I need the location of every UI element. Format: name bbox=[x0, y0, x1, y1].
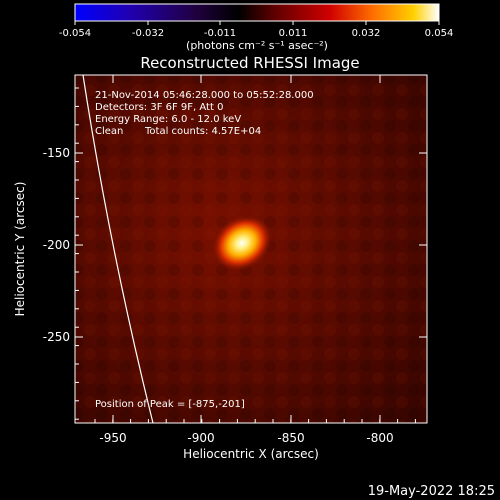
axis-ticks: -950 -900 -850 -800 -150 -200 -250 bbox=[43, 75, 427, 445]
y-tick-label: -200 bbox=[43, 238, 70, 252]
x-axis-label: Heliocentric X (arcsec) bbox=[183, 447, 319, 461]
colorbar-tick-label: 0.032 bbox=[352, 28, 381, 39]
flare-source bbox=[211, 214, 273, 272]
colorbar-ticks: -0.054 -0.032 -0.011 0.011 0.032 0.054 bbox=[59, 21, 453, 39]
colorbar-tick-label: -0.032 bbox=[132, 28, 164, 39]
colorbar: -0.054 -0.032 -0.011 0.011 0.032 0.054 (photo… bbox=[59, 3, 453, 52]
x-tick-label: -850 bbox=[277, 431, 304, 445]
plot-title: Reconstructed RHESSI Image bbox=[140, 54, 359, 72]
footer-date: 19-May-2022 18:25 bbox=[368, 484, 495, 499]
x-tick-label: -800 bbox=[366, 431, 393, 445]
info-detectors: Detectors: 3F 6F 9F, Att 0 bbox=[95, 102, 223, 113]
x-tick-label: -950 bbox=[99, 431, 126, 445]
colorbar-tick-label: 0.011 bbox=[279, 28, 308, 39]
colorbar-unit-label: (photons cm⁻² s⁻¹ asec⁻²) bbox=[186, 39, 328, 52]
info-method: Clean bbox=[95, 126, 123, 137]
y-tick-label: -150 bbox=[43, 146, 70, 160]
info-energy-range: Energy Range: 6.0 - 12.0 keV bbox=[95, 114, 241, 125]
x-tick-label: -900 bbox=[187, 431, 214, 445]
info-total-counts: Total counts: 4.57E+04 bbox=[144, 126, 261, 137]
colorbar-tick-label: -0.054 bbox=[59, 28, 91, 39]
info-block: 21-Nov-2014 05:46:28.000 to 05:52:28.000… bbox=[95, 90, 314, 137]
plot-frame bbox=[74, 74, 428, 424]
peak-position: Position of Peak = [-875,-201] bbox=[95, 399, 245, 410]
image-panel: -950 -900 -850 -800 -150 -200 -250 bbox=[43, 74, 428, 445]
colorbar-gradient bbox=[74, 3, 440, 22]
info-time-range: 21-Nov-2014 05:46:28.000 to 05:52:28.000 bbox=[95, 90, 314, 101]
y-axis-label: Heliocentric Y (arcsec) bbox=[13, 182, 27, 317]
colorbar-tick-label: 0.054 bbox=[425, 28, 454, 39]
y-tick-label: -250 bbox=[43, 330, 70, 344]
colorbar-tick-label: -0.011 bbox=[204, 28, 236, 39]
solar-limb bbox=[82, 74, 154, 424]
